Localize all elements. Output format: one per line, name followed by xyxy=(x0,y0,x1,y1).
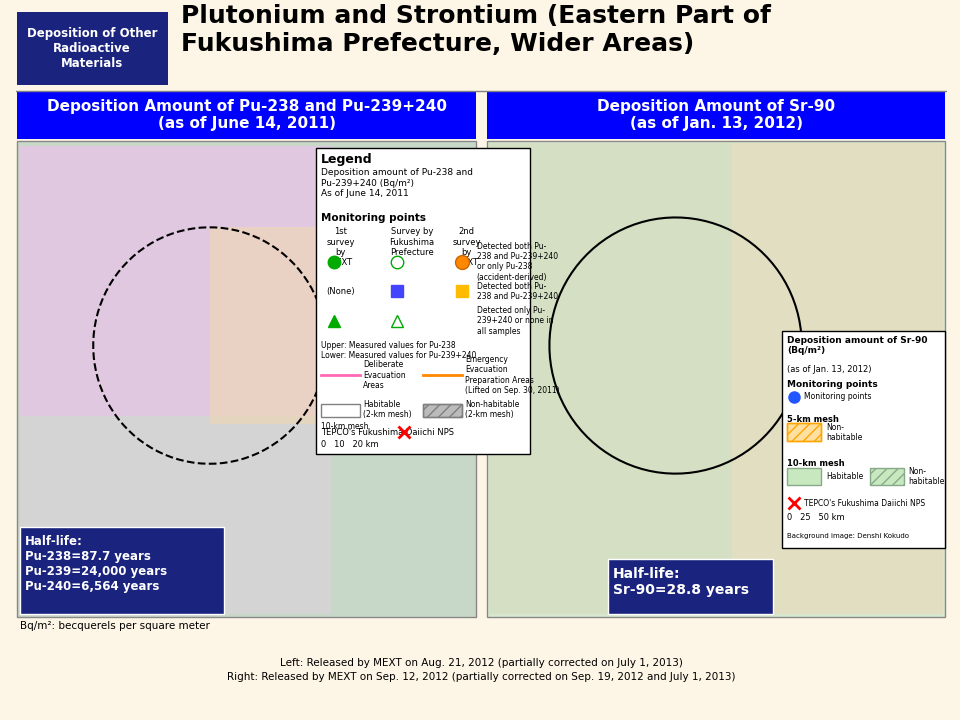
Bar xyxy=(317,148,530,454)
Bar xyxy=(322,404,360,418)
Bar xyxy=(488,92,946,139)
Text: Plutonium and Strontium (Eastern Part of
Fukushima Prefecture, Wider Areas): Plutonium and Strontium (Eastern Part of… xyxy=(180,4,771,56)
Text: Left: Released by MEXT on Aug. 21, 2012 (partially corrected on July 1, 2013): Left: Released by MEXT on Aug. 21, 2012 … xyxy=(280,658,683,668)
Text: 2nd
survey
by
MEXT: 2nd survey by MEXT xyxy=(452,228,481,268)
Bar xyxy=(490,143,944,613)
Text: Detected both Pu-
238 and Pu-239+240: Detected both Pu- 238 and Pu-239+240 xyxy=(476,282,558,301)
Bar xyxy=(782,330,946,547)
Text: Non-
habitable: Non- habitable xyxy=(826,423,862,442)
Bar xyxy=(608,559,773,613)
Text: 5-km mesh: 5-km mesh xyxy=(787,415,839,423)
Text: Emergency
Evacuation
Preparation Areas
(Lifted on Sep. 30, 2011): Emergency Evacuation Preparation Areas (… xyxy=(465,355,560,395)
Text: (None): (None) xyxy=(326,287,355,296)
Text: Half-life:
Sr-90=28.8 years: Half-life: Sr-90=28.8 years xyxy=(612,567,749,598)
Bar xyxy=(17,92,475,139)
Bar xyxy=(490,143,732,613)
Text: TEPCO's Fukushima Daiichi NPS: TEPCO's Fukushima Daiichi NPS xyxy=(322,428,454,437)
Bar xyxy=(20,416,331,613)
Bar xyxy=(20,527,225,613)
Text: (as of Jan. 13, 2012): (as of Jan. 13, 2012) xyxy=(787,365,872,374)
Text: Deposition amount of Sr-90
(Bq/m²): Deposition amount of Sr-90 (Bq/m²) xyxy=(787,336,927,355)
Text: Monitoring points: Monitoring points xyxy=(787,380,878,389)
Text: Legend: Legend xyxy=(322,153,372,166)
Bar xyxy=(488,140,946,616)
Bar xyxy=(787,468,821,485)
Bar xyxy=(15,11,948,89)
Text: Deposition amount of Pu-238 and
Pu-239+240 (Bq/m²)
As of June 14, 2011: Deposition amount of Pu-238 and Pu-239+2… xyxy=(322,168,473,198)
Text: Detected only Pu-
239+240 or none in
all samples: Detected only Pu- 239+240 or none in all… xyxy=(476,306,553,336)
Text: TEPCO's Fukushima Daiichi NPS: TEPCO's Fukushima Daiichi NPS xyxy=(804,499,924,508)
Text: Upper: Measured values for Pu-238
Lower: Measured values for Pu-239+240: Upper: Measured values for Pu-238 Lower:… xyxy=(322,341,477,360)
Text: Habitable
(2-km mesh): Habitable (2-km mesh) xyxy=(363,400,412,419)
Text: Deposition of Other
Radioactive
Materials: Deposition of Other Radioactive Material… xyxy=(27,27,157,71)
Text: 10-km mesh: 10-km mesh xyxy=(787,459,845,468)
Text: Non-habitable
(2-km mesh): Non-habitable (2-km mesh) xyxy=(465,400,519,419)
Text: Detected both Pu-
238 and Pu-239+240
or only Pu-238
(accident-derived): Detected both Pu- 238 and Pu-239+240 or … xyxy=(476,242,558,282)
Bar xyxy=(209,228,326,424)
Text: 1st
survey
by
MEXT: 1st survey by MEXT xyxy=(326,228,354,268)
Text: Habitable: Habitable xyxy=(826,472,863,481)
Text: Deliberate
Evacuation
Areas: Deliberate Evacuation Areas xyxy=(363,360,406,390)
Bar xyxy=(423,404,462,418)
Bar xyxy=(423,404,462,418)
Text: Monitoring points: Monitoring points xyxy=(322,212,426,222)
Bar xyxy=(787,423,821,441)
Text: Half-life:
Pu-238=87.7 years
Pu-239=24,000 years
Pu-240=6,564 years: Half-life: Pu-238=87.7 years Pu-239=24,0… xyxy=(25,535,167,593)
Text: 0   10   20 km: 0 10 20 km xyxy=(322,440,379,449)
Bar xyxy=(870,468,903,485)
Bar xyxy=(20,145,331,613)
Text: 10-km mesh: 10-km mesh xyxy=(322,422,369,431)
Text: Background image: Denshi Kokudo: Background image: Denshi Kokudo xyxy=(787,533,909,539)
Text: Deposition Amount of Sr-90
(as of Jan. 13, 2012): Deposition Amount of Sr-90 (as of Jan. 1… xyxy=(597,99,835,131)
Text: Deposition Amount of Pu-238 and Pu-239+240
(as of June 14, 2011): Deposition Amount of Pu-238 and Pu-239+2… xyxy=(47,99,446,131)
Text: Bq/m²: becquerels per square meter: Bq/m²: becquerels per square meter xyxy=(20,621,210,631)
Text: 0   25   50 km: 0 25 50 km xyxy=(787,513,845,523)
Bar xyxy=(787,423,821,441)
Text: Non-
habitable: Non- habitable xyxy=(908,467,945,486)
Text: Survey by
Fukushima
Prefecture: Survey by Fukushima Prefecture xyxy=(389,228,434,257)
Bar xyxy=(17,12,168,86)
Text: Monitoring points: Monitoring points xyxy=(804,392,872,401)
Text: Right: Released by MEXT on Sep. 12, 2012 (partially corrected on Sep. 19, 2012 a: Right: Released by MEXT on Sep. 12, 2012… xyxy=(228,672,735,682)
Bar xyxy=(17,140,475,616)
